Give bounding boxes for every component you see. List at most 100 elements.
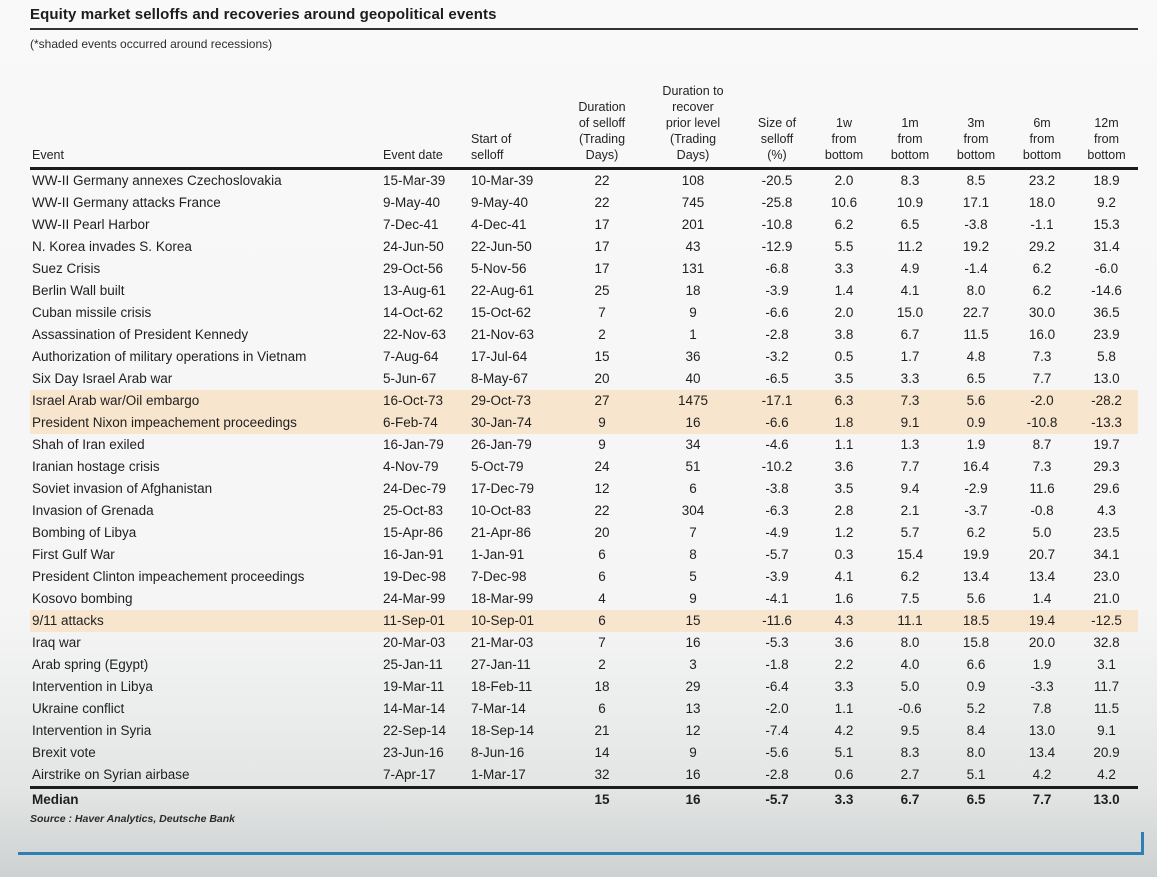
cell: 7-Mar-14 — [471, 701, 526, 716]
cell: 20.7 — [1028, 547, 1056, 562]
cell: 4-Nov-79 — [383, 459, 439, 474]
cell: 5-Jun-67 — [383, 371, 437, 386]
event-cell: Ukraine conflict — [32, 701, 125, 716]
column-header-start-of-selloff: Start of selloff — [469, 61, 561, 170]
cell: 6.2 — [966, 525, 986, 540]
column-header-event: Event — [30, 61, 381, 170]
cell: 29 — [685, 679, 701, 694]
event-cell: Arab spring (Egypt) — [32, 657, 149, 672]
cell: 15-Oct-62 — [471, 305, 532, 320]
cell: 13.4 — [1028, 745, 1056, 760]
cell: 6.2 — [1032, 261, 1052, 276]
cell: -12.9 — [761, 239, 793, 254]
cell: -2.0 — [765, 701, 789, 716]
cell: -6.3 — [765, 503, 789, 518]
cell: 16.4 — [962, 459, 990, 474]
cell: 23-Jun-16 — [383, 745, 444, 760]
cell: 5.6 — [943, 390, 1009, 412]
event-cell: Assassination of President Kennedy — [32, 327, 249, 342]
cell: 19.7 — [1093, 437, 1120, 452]
cell: 3.8 — [834, 327, 854, 342]
table-row: WW-II Germany attacks France 9-May-40 9-Ma… — [30, 192, 1138, 214]
cell: 1-Mar-17 — [469, 764, 561, 789]
cell: 4.3 — [811, 610, 877, 632]
cell: 29-Oct-56 — [383, 261, 444, 276]
cell: -3.3 — [1030, 679, 1054, 694]
cell: -7.4 — [765, 723, 789, 738]
cell: 13-Aug-61 — [383, 283, 447, 298]
column-header-12m-from-bottom: 12m from bottom — [1075, 61, 1138, 170]
cell: -2.9 — [964, 481, 988, 496]
cell: 4.2 — [834, 723, 854, 738]
cell: 29.2 — [1028, 239, 1056, 254]
cell: 1 — [689, 327, 697, 342]
cell: 6 — [561, 610, 643, 632]
cell: 4.2 — [1075, 764, 1138, 789]
column-header-3m-from-bottom: 3m from bottom — [943, 61, 1009, 170]
cell: -1.1 — [1030, 217, 1054, 232]
cell: -10.2 — [761, 459, 793, 474]
cell: -6.5 — [765, 371, 789, 386]
cell: 4.2 — [1009, 764, 1075, 789]
event-cell: Shah of Iran exiled — [32, 437, 145, 452]
table-row: Authorization of military operations in … — [30, 346, 1138, 368]
cell: 2 — [598, 327, 606, 342]
report-content: Equity market selloffs and recoveries ar… — [30, 6, 1138, 825]
cell: 1.9 — [966, 437, 986, 452]
column-header-6m-from-bottom: 6m from bottom — [1009, 61, 1075, 170]
cell: -3.8 — [964, 217, 988, 232]
cell: 18-Mar-99 — [471, 591, 534, 606]
cell: 22-Aug-61 — [471, 283, 535, 298]
cell: 15.4 — [896, 547, 924, 562]
cell: 11.1 — [877, 610, 943, 632]
cell: 22 — [594, 195, 610, 210]
cell: 0.9 — [966, 679, 986, 694]
median-cell: 7.7 — [1032, 792, 1052, 807]
cell: 7-Apr-17 — [381, 764, 469, 789]
event-cell: N. Korea invades S. Korea — [32, 239, 192, 254]
cell: 4.9 — [900, 261, 920, 276]
median-row: Median 15 16 -5.7 3.3 6.7 6.5 7.7 13.0 — [30, 788, 1138, 812]
cell: 8.5 — [966, 173, 986, 188]
cell: 1.8 — [811, 412, 877, 434]
cell: 2.1 — [900, 503, 920, 518]
cell: 25-Oct-83 — [383, 503, 444, 518]
cell: 18.0 — [1028, 195, 1056, 210]
table-row: Arab spring (Egypt) 25-Jan-11 27-Jan-11 2 3 -… — [30, 654, 1138, 676]
cell: 7-Aug-64 — [383, 349, 439, 364]
event-cell: Berlin Wall built — [32, 283, 125, 298]
cell: 0.9 — [943, 412, 1009, 434]
cell: 24 — [594, 459, 610, 474]
highlight-bracket — [18, 832, 1144, 855]
cell: 6.6 — [966, 657, 986, 672]
event-cell: Intervention in Syria — [32, 723, 152, 738]
cell: 2.0 — [834, 173, 854, 188]
table-row: First Gulf War 16-Jan-91 1-Jan-91 6 8 -5.7 0.3… — [30, 544, 1138, 566]
cell: 22 — [594, 503, 610, 518]
cell: 5.0 — [1032, 525, 1052, 540]
median-cell: 6.7 — [900, 792, 920, 807]
cell: 9.2 — [1097, 195, 1116, 210]
cell: 8 — [689, 547, 697, 562]
cell: 7.7 — [900, 459, 920, 474]
cell: 19.2 — [962, 239, 990, 254]
cell: 9.4 — [900, 481, 920, 496]
cell: 14 — [594, 745, 610, 760]
cell: 304 — [681, 503, 705, 518]
cell: 7.7 — [1032, 371, 1052, 386]
cell: 6 — [598, 701, 606, 716]
cell: 26-Jan-79 — [471, 437, 532, 452]
cell: 5.5 — [834, 239, 854, 254]
cell: -14.6 — [1091, 283, 1122, 298]
cell: 7-Dec-41 — [383, 217, 439, 232]
table-body: WW-II Germany annexes Czechoslovakia 15-M… — [30, 169, 1138, 789]
cell: -17.1 — [743, 390, 811, 412]
event-cell: President Nixon impeachement proceedings — [30, 412, 381, 434]
cell: 10-Mar-39 — [471, 173, 534, 188]
cell: 51 — [685, 459, 701, 474]
table-row: Berlin Wall built 13-Aug-61 22-Aug-61 25 18 -… — [30, 280, 1138, 302]
cell: 20.9 — [1093, 745, 1120, 760]
cell: 6.2 — [834, 217, 854, 232]
cell: 13.4 — [1028, 569, 1056, 584]
cell: 10-Sep-01 — [469, 610, 561, 632]
